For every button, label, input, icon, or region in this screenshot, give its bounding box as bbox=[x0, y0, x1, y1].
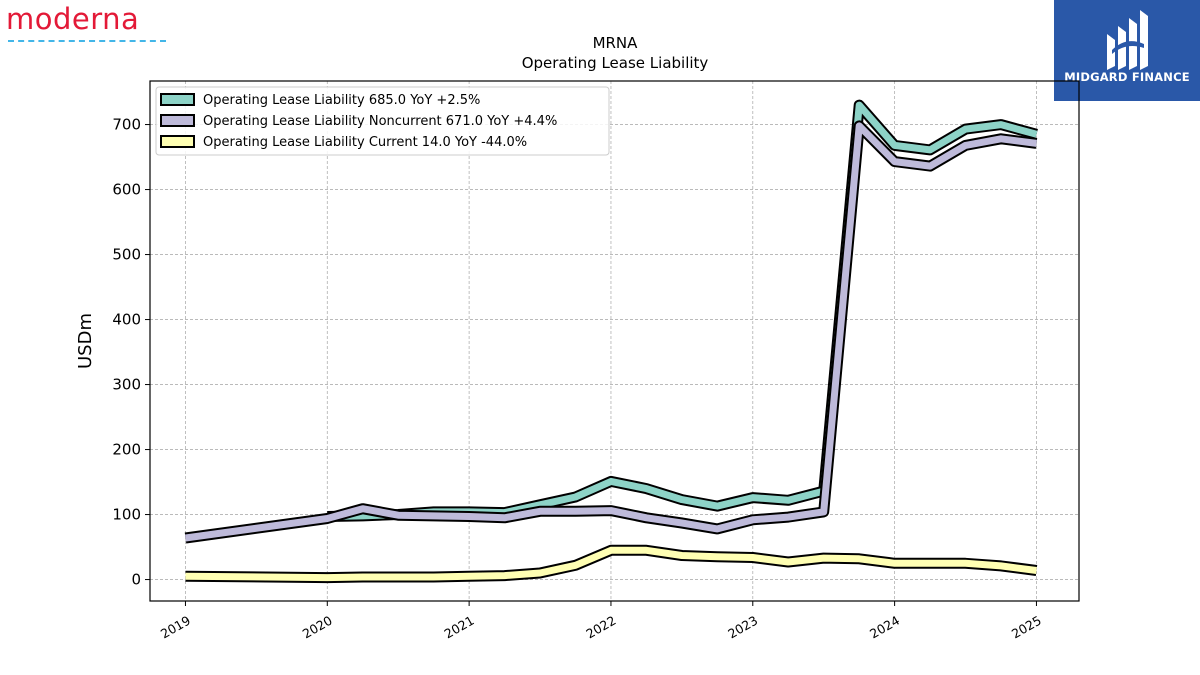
series-line-current bbox=[185, 546, 1037, 582]
badge-label: MIDGARD FINANCE bbox=[1064, 70, 1190, 84]
y-axis-label: USDm bbox=[75, 313, 96, 369]
legend-label-noncurrent: Operating Lease Liability Noncurrent 671… bbox=[203, 114, 557, 129]
x-tick-label: 2019 bbox=[158, 613, 193, 642]
legend-box bbox=[155, 86, 610, 156]
moderna-logo: moderna bbox=[6, 2, 176, 46]
y-tick-label: 100 bbox=[112, 506, 141, 524]
legend-swatch-total bbox=[160, 93, 195, 106]
chart-subtitle: Operating Lease Liability bbox=[522, 54, 709, 72]
y-tick-label: 500 bbox=[112, 246, 141, 264]
x-tick-label: 2024 bbox=[867, 613, 902, 642]
y-tick-label: 700 bbox=[112, 116, 141, 134]
x-tick-label: 2023 bbox=[725, 613, 760, 642]
y-tick-label: 400 bbox=[112, 311, 141, 329]
series-layer bbox=[184, 99, 1038, 584]
chart-title: MRNA bbox=[593, 34, 639, 52]
x-tick-label: 2022 bbox=[583, 613, 618, 642]
x-ticks: 2019 2020 2021 2022 2023 2024 2025 bbox=[158, 601, 1044, 642]
legend-label-current: Operating Lease Liability Current 14.0 Y… bbox=[203, 135, 527, 150]
x-tick-label: 2020 bbox=[300, 613, 335, 642]
y-tick-label: 200 bbox=[112, 441, 141, 459]
legend-swatch-noncurrent bbox=[160, 114, 195, 127]
y-tick-label: 600 bbox=[112, 181, 141, 199]
plot-frame bbox=[149, 80, 1080, 602]
legend: Operating Lease Liability 685.0 YoY +2.5… bbox=[155, 86, 610, 156]
grid-layer bbox=[150, 81, 1079, 601]
moderna-wordmark: moderna bbox=[6, 2, 140, 36]
series-line-noncurrent bbox=[185, 122, 1037, 542]
x-tick-label: 2025 bbox=[1009, 613, 1044, 642]
y-ticks: 0 100 200 300 400 500 600 700 bbox=[112, 116, 150, 589]
logo-underline bbox=[8, 40, 166, 42]
midgard-logo-icon bbox=[1107, 10, 1148, 70]
y-tick-label: 0 bbox=[131, 571, 141, 589]
x-tick-label: 2021 bbox=[442, 613, 477, 642]
legend-label-total: Operating Lease Liability 685.0 YoY +2.5… bbox=[203, 93, 480, 108]
legend-swatch-current bbox=[160, 135, 195, 148]
midgard-finance-badge: MIDGARD FINANCE bbox=[1054, 0, 1200, 101]
y-tick-label: 300 bbox=[112, 376, 141, 394]
